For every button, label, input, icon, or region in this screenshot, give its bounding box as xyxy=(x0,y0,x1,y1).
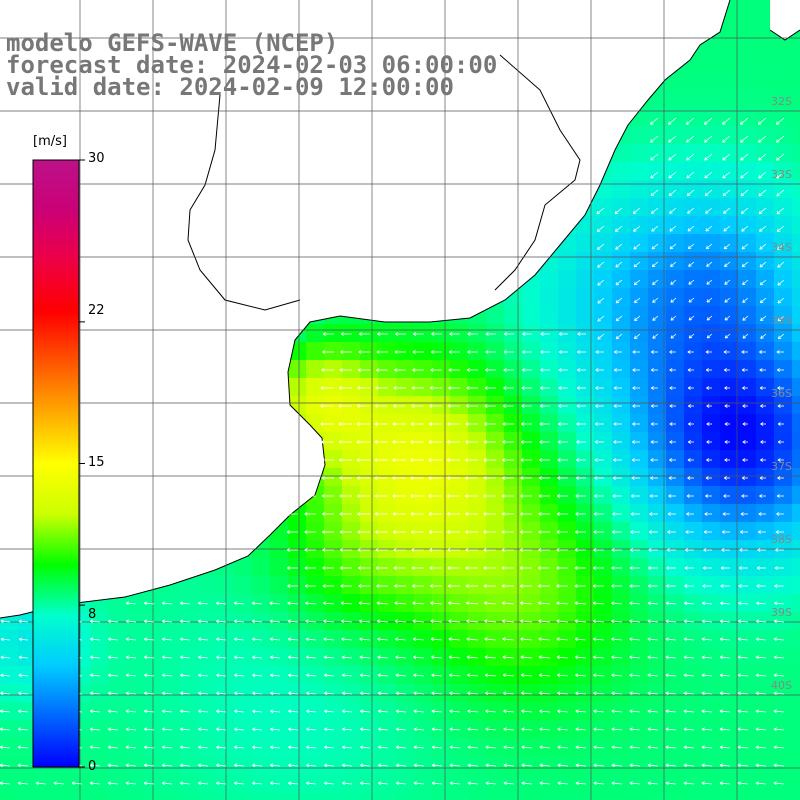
latitude-label: 38S xyxy=(771,533,792,546)
colorbar-tick-15: 15 xyxy=(88,455,105,470)
coastline xyxy=(0,0,800,619)
latitude-label: 36S xyxy=(771,387,792,400)
valid-date: valid date: 2024-02-09 12:00:00 xyxy=(6,73,454,101)
latitude-label: 35S xyxy=(771,314,792,327)
colorbar-tick-30: 30 xyxy=(88,151,105,166)
colorbar xyxy=(32,159,85,768)
forecast-date: forecast date: 2024-02-03 06:00:00 xyxy=(6,51,498,79)
latitude-label: 33S xyxy=(771,168,792,181)
latitude-label: 37S xyxy=(771,460,792,473)
colorbar-tick-0: 0 xyxy=(88,759,97,774)
latitude-label: 34S xyxy=(771,241,792,254)
model-title: modelo GEFS-WAVE (NCEP) xyxy=(6,29,339,57)
colorbar-tick-22: 22 xyxy=(88,303,105,318)
latitude-label: 39S xyxy=(771,606,792,619)
land-mask xyxy=(0,0,800,618)
latitude-labels: 32S 33S 34S 35S 36S 37S 38S 39S 40S xyxy=(771,95,792,692)
colorbar-tick-8: 8 xyxy=(88,607,97,622)
latitude-label: 40S xyxy=(771,679,792,692)
colorbar-scale xyxy=(32,159,80,768)
colorbar-unit-label: [m/s] xyxy=(33,134,67,149)
latitude-label: 32S xyxy=(771,95,792,108)
